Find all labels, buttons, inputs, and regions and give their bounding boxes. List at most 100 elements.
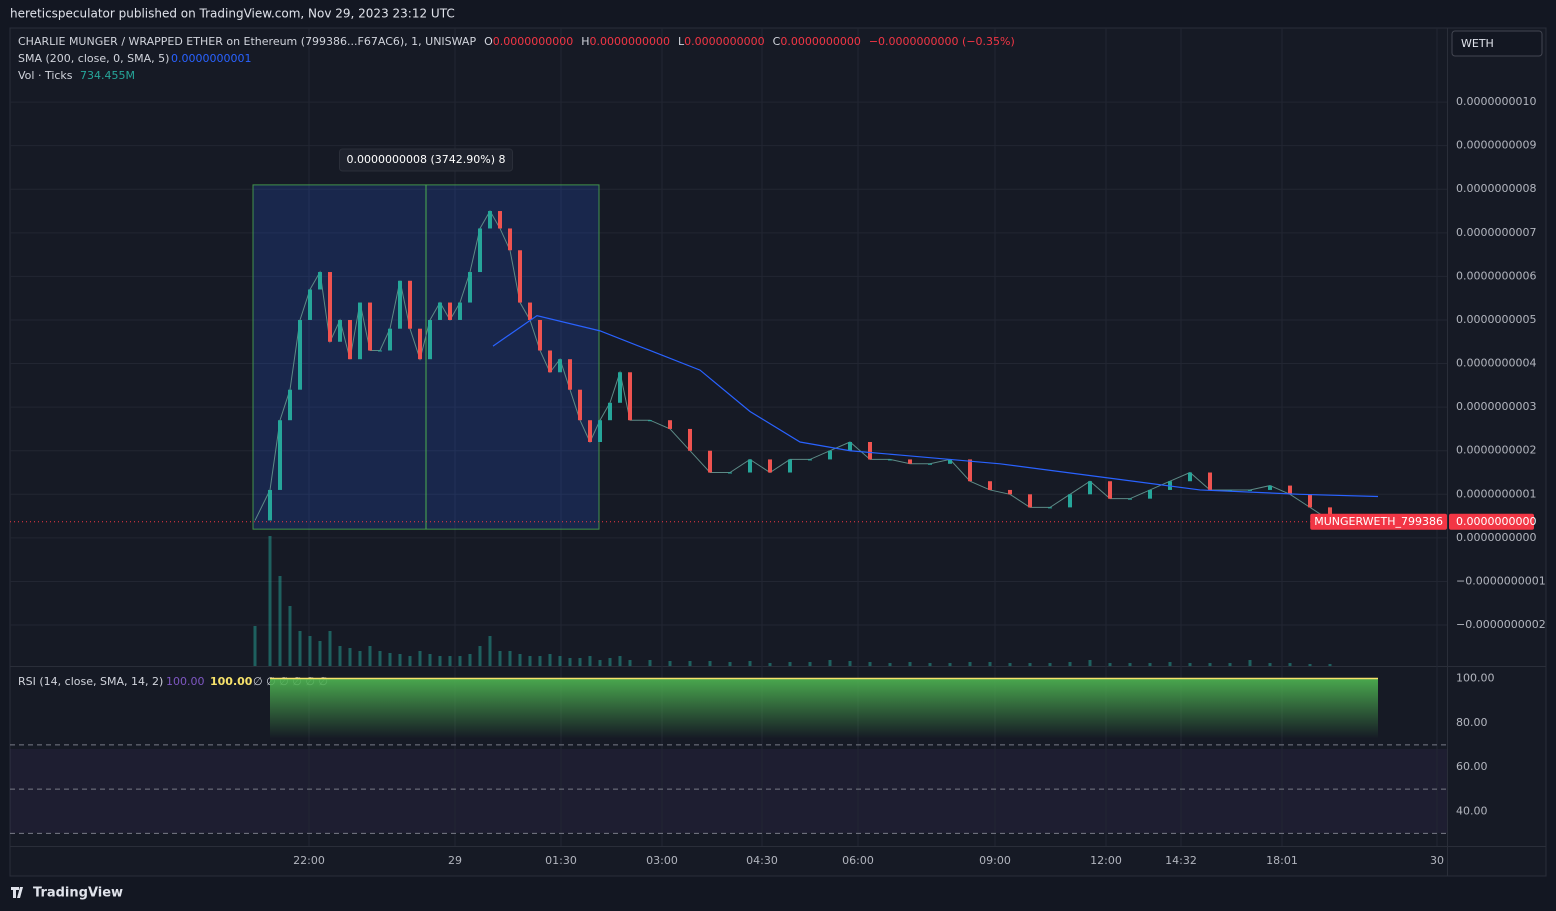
- volume-bar: [948, 663, 952, 666]
- volume-bar: [308, 636, 312, 666]
- sma-value: 0.0000000001: [171, 52, 251, 65]
- volume-bar: [928, 663, 932, 666]
- footer-logo-icon: [11, 887, 23, 898]
- volume-bar: [848, 661, 852, 666]
- volume-bar: [318, 641, 322, 666]
- volume-bar: [328, 631, 332, 666]
- candle: [688, 428, 692, 451]
- chart-frame: [9, 27, 1547, 877]
- y-tick-label: 0.0000000009: [1456, 139, 1536, 152]
- volume-bar: [458, 656, 462, 666]
- candle: [608, 402, 612, 421]
- candle: [598, 420, 602, 443]
- candle: [298, 319, 302, 390]
- candle: [388, 328, 392, 351]
- volume-bar: [418, 651, 422, 666]
- last-price-tag: [1449, 513, 1534, 530]
- volume-bar: [468, 654, 472, 666]
- volume-bar: [598, 660, 602, 666]
- volume-bar: [1088, 660, 1092, 666]
- candle: [408, 280, 412, 329]
- candle: [308, 289, 312, 320]
- candle: [478, 228, 482, 273]
- x-tick-label: 22:00: [293, 854, 325, 867]
- candle: [1308, 494, 1312, 508]
- rsi-value: 100.00: [166, 675, 205, 688]
- candle: [488, 211, 492, 229]
- volume-bar: [628, 660, 632, 666]
- candle: [428, 319, 432, 360]
- volume-bar: [618, 656, 622, 666]
- x-tick-label: 14:32: [1165, 854, 1197, 867]
- volume-bar: [1288, 663, 1292, 666]
- x-tick-label: 18:01: [1266, 854, 1298, 867]
- measure-label-bg: [339, 148, 513, 172]
- x-tick-label: 06:00: [842, 854, 874, 867]
- candle: [1148, 489, 1152, 499]
- y-tick-label: 0.0000000006: [1456, 269, 1536, 282]
- volume-bar: [388, 653, 392, 666]
- candle: [548, 350, 552, 373]
- rsi-fill: [270, 678, 1378, 739]
- candle: [458, 302, 462, 320]
- volume-bar: [1168, 662, 1172, 666]
- candle: [448, 302, 452, 320]
- volume-bar: [1048, 663, 1052, 666]
- candle: [868, 442, 872, 460]
- candle: [368, 302, 372, 351]
- candle: [538, 319, 542, 351]
- volume-bar: [578, 658, 582, 666]
- y-tick-label: 0.0000000003: [1456, 400, 1536, 413]
- x-tick-label: 09:00: [979, 854, 1011, 867]
- y-tick-label: 0.0000000000: [1456, 531, 1536, 544]
- sma-line: [492, 314, 1379, 498]
- volume-bar: [548, 654, 552, 666]
- volume-bar: [428, 654, 432, 666]
- candle: [268, 489, 272, 521]
- volume-bar: [1128, 663, 1132, 666]
- volume-bar: [648, 660, 652, 666]
- volume-bar: [438, 656, 442, 666]
- volume-bar: [728, 662, 732, 666]
- candle: [748, 459, 752, 473]
- candle: [1028, 494, 1032, 508]
- sma-name: SMA (200, close, 0, SMA, 5): [18, 52, 169, 65]
- x-tick-label: 03:00: [646, 854, 678, 867]
- symbol-button[interactable]: [1451, 30, 1543, 57]
- y-tick-label: 0.0000000005: [1456, 313, 1536, 326]
- ohlc-key: H: [581, 35, 589, 48]
- volume-name: Vol · Ticks: [18, 69, 73, 82]
- candle: [628, 372, 632, 421]
- rsi-tick-label: 80.00: [1456, 716, 1488, 729]
- volume-bar: [668, 661, 672, 666]
- volume-bar: [348, 648, 352, 666]
- candle: [788, 459, 792, 473]
- symbol-button-label[interactable]: WETH: [1461, 37, 1494, 50]
- candle: [468, 272, 472, 303]
- volume-bar: [908, 662, 912, 666]
- candle: [848, 442, 852, 451]
- volume-bar: [378, 651, 382, 666]
- candle: [708, 450, 712, 473]
- candle: [908, 459, 912, 464]
- change-value: −0.0000000000 (−0.35%): [869, 35, 1015, 48]
- candle: [618, 372, 622, 403]
- ohlc-value: 0.0000000000: [493, 35, 573, 48]
- volume-bar: [398, 654, 402, 666]
- footer-logo: TradingView: [33, 886, 123, 901]
- candle: [928, 463, 932, 465]
- volume-bar: [968, 662, 972, 666]
- rsi-ma-value: 100.00: [210, 675, 253, 688]
- candle: [278, 420, 282, 490]
- y-tick-label: 0.0000000008: [1456, 182, 1536, 195]
- volume-bar: [408, 656, 412, 666]
- candle: [378, 350, 382, 352]
- volume-bar: [748, 661, 752, 666]
- volume-bar: [588, 656, 592, 666]
- ohlc-key: C: [773, 35, 781, 48]
- candle: [518, 250, 522, 303]
- candle: [588, 420, 592, 443]
- rsi-band-fill: [10, 749, 1447, 833]
- x-tick-label: 30: [1430, 854, 1444, 867]
